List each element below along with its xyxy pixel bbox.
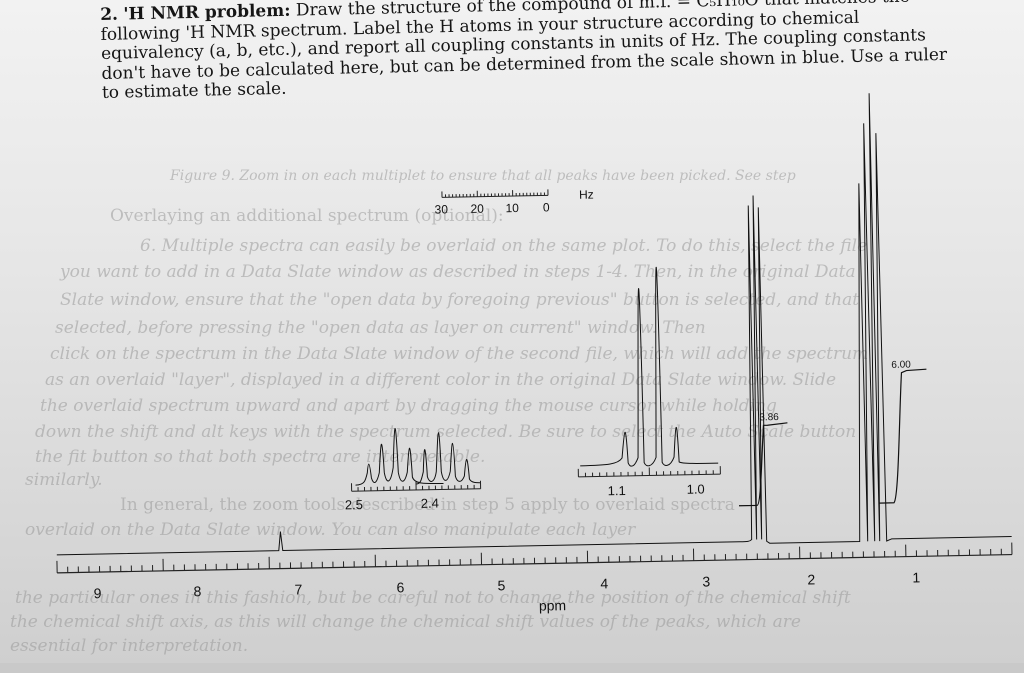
ppm-tick-label: 5	[497, 577, 505, 593]
ppm-tick-label: 6	[396, 579, 404, 595]
ppm-tick-label: 4	[600, 575, 608, 591]
ppm-tick-label: 2	[807, 571, 815, 587]
ppm-tick-label: 3	[702, 573, 710, 589]
ppm-unit-label: ppm	[539, 597, 567, 614]
ppm-tick-label: 7	[294, 581, 302, 597]
ppm-tick-label: 1	[912, 569, 920, 585]
ppm-tick-label: 8	[193, 583, 201, 599]
